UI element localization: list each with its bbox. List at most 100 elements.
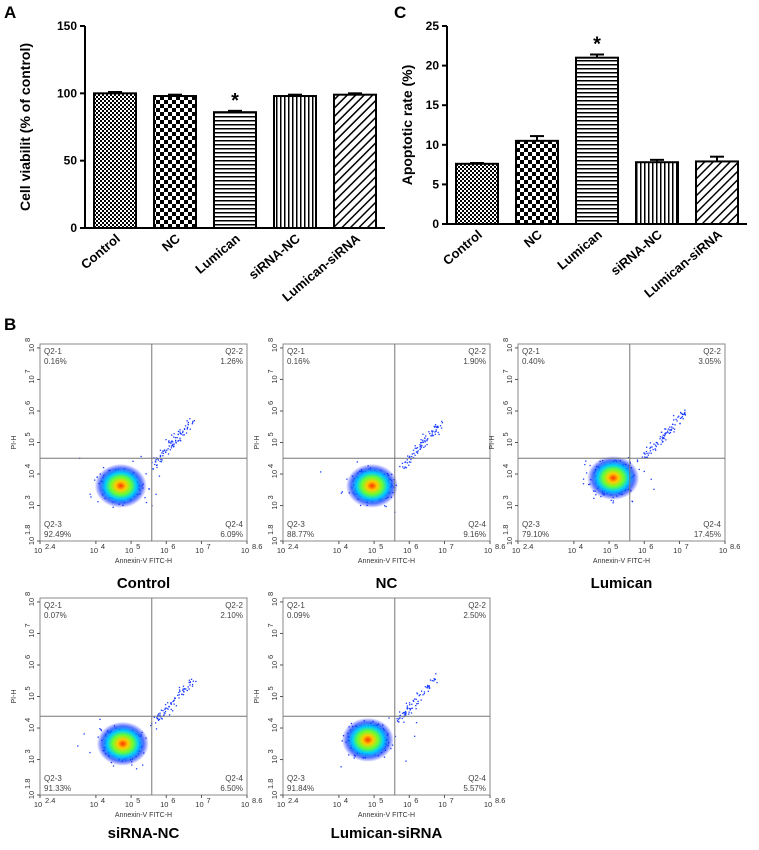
scatter-point bbox=[142, 764, 144, 766]
y-tick-exponent: 8 bbox=[23, 592, 32, 596]
scatter-point bbox=[167, 708, 169, 710]
scatter-point bbox=[664, 428, 666, 430]
flow-plot: Q2-10.40% Q2-23.05% Q2-379.10% Q2-417.45% 10… bbox=[489, 338, 740, 592]
scatter-point bbox=[433, 425, 435, 428]
scatter-point bbox=[397, 720, 399, 722]
quadrant-percent: 91.84% bbox=[287, 784, 314, 793]
scatter-point bbox=[435, 673, 437, 675]
y-tick-label: 10 bbox=[505, 344, 514, 352]
scatter-point bbox=[652, 448, 654, 451]
quadrant-percent: 2.50% bbox=[463, 611, 486, 620]
scatter-point bbox=[682, 418, 684, 420]
scatter-point bbox=[154, 463, 156, 466]
scatter-point bbox=[148, 488, 150, 490]
scatter-point bbox=[612, 500, 615, 502]
scatter-point bbox=[89, 493, 91, 495]
scatter-point bbox=[672, 414, 675, 417]
scatter-point bbox=[434, 433, 436, 436]
quadrant-name: Q2-2 bbox=[468, 347, 486, 356]
scatter-point bbox=[399, 715, 401, 717]
scatter-point bbox=[683, 412, 686, 414]
scatter-point bbox=[664, 433, 666, 435]
scatter-point bbox=[655, 449, 657, 451]
flow-plot: Q2-10.07%Q2-22.10%Q2-391.33%Q2-46.50%10 2… bbox=[11, 592, 262, 842]
bar bbox=[575, 56, 619, 226]
scatter-point bbox=[667, 431, 669, 434]
scatter-point bbox=[173, 443, 175, 445]
x-tick-exponent: 7 bbox=[206, 542, 210, 551]
scatter-point bbox=[164, 707, 166, 709]
scatter-point bbox=[645, 450, 648, 453]
x-tick-exponent: 6 bbox=[649, 542, 653, 551]
scatter-point bbox=[164, 708, 166, 711]
scatter-point bbox=[408, 461, 411, 463]
scatter-point bbox=[162, 455, 164, 457]
y-tick-label: 10 bbox=[27, 438, 36, 446]
scatter-point bbox=[159, 716, 161, 718]
scatter-point bbox=[156, 464, 158, 466]
quadrant-name: Q2-1 bbox=[287, 347, 305, 356]
quadrant-name: Q2-1 bbox=[522, 347, 540, 356]
scatter-point bbox=[173, 703, 175, 705]
y-tick-exponent: 1.8 bbox=[23, 779, 32, 789]
x-tick-label: 10 bbox=[512, 546, 520, 555]
category-label: siRNA-NC bbox=[246, 230, 304, 282]
scatter-point bbox=[438, 433, 440, 436]
scatter-point bbox=[434, 678, 437, 681]
quadrant-name: Q2-2 bbox=[703, 347, 721, 356]
plot-frame bbox=[39, 343, 248, 542]
scatter-point bbox=[408, 456, 410, 459]
scatter-point bbox=[177, 694, 179, 697]
scatter-point bbox=[404, 712, 406, 714]
scatter-point bbox=[193, 420, 195, 422]
x-axis-title: Annexin-V FITC-H bbox=[115, 558, 172, 565]
scatter-point bbox=[420, 447, 423, 449]
scatter-point bbox=[404, 711, 406, 714]
y-tick-label: 0 bbox=[70, 221, 77, 235]
scatter-point bbox=[152, 468, 154, 470]
scatter-point bbox=[170, 442, 172, 445]
scatter-point bbox=[684, 414, 686, 416]
scatter-point bbox=[671, 426, 673, 428]
chart-a: 0 50 100 150 Cell viabilit (% of control) Con… bbox=[17, 19, 385, 305]
scatter-point bbox=[436, 681, 438, 684]
scatter-point bbox=[170, 702, 172, 704]
scatter-point bbox=[431, 430, 433, 432]
x-tick-exponent: 2.4 bbox=[45, 796, 55, 805]
scatter-point bbox=[159, 712, 161, 714]
y-tick-label: 10 bbox=[270, 791, 279, 799]
scatter-point bbox=[428, 686, 430, 688]
scatter-point bbox=[157, 719, 160, 721]
scatter-point bbox=[164, 703, 167, 706]
scatter-point bbox=[663, 436, 665, 439]
scatter-point bbox=[662, 434, 664, 436]
panel-letter-c: C bbox=[394, 3, 406, 22]
y-tick-exponent: 5 bbox=[266, 432, 275, 436]
y-tick-label: 150 bbox=[57, 19, 77, 33]
scatter-point bbox=[427, 685, 429, 688]
scatter-point bbox=[416, 703, 418, 705]
scatter-point bbox=[431, 433, 433, 435]
scatter-point bbox=[415, 698, 417, 700]
scatter-point bbox=[585, 460, 587, 462]
density-core bbox=[96, 721, 149, 766]
scatter-point bbox=[150, 724, 152, 727]
x-tick-label: 10 bbox=[438, 546, 446, 555]
scatter-point bbox=[427, 690, 429, 692]
scatter-point bbox=[641, 456, 644, 458]
scatter-point bbox=[189, 684, 191, 686]
y-tick-exponent: 1.8 bbox=[501, 525, 510, 535]
quadrant-percent: 1.26% bbox=[220, 357, 243, 366]
x-tick-exponent: 7 bbox=[684, 542, 688, 551]
x-tick-exponent: 4 bbox=[579, 542, 583, 551]
y-tick-exponent: 1.8 bbox=[266, 525, 275, 535]
scatter-point bbox=[154, 461, 157, 463]
scatter-point bbox=[412, 699, 414, 702]
scatter-point bbox=[189, 417, 191, 420]
scatter-point bbox=[183, 691, 185, 693]
flow-plot: Q2-10.09%Q2-22.50%Q2-391.84%Q2-45.57%10 2… bbox=[254, 592, 505, 842]
quadrant-name: Q2-4 bbox=[468, 774, 486, 783]
scatter-point bbox=[157, 718, 159, 720]
scatter-point bbox=[416, 447, 419, 449]
scatter-point bbox=[177, 430, 180, 433]
